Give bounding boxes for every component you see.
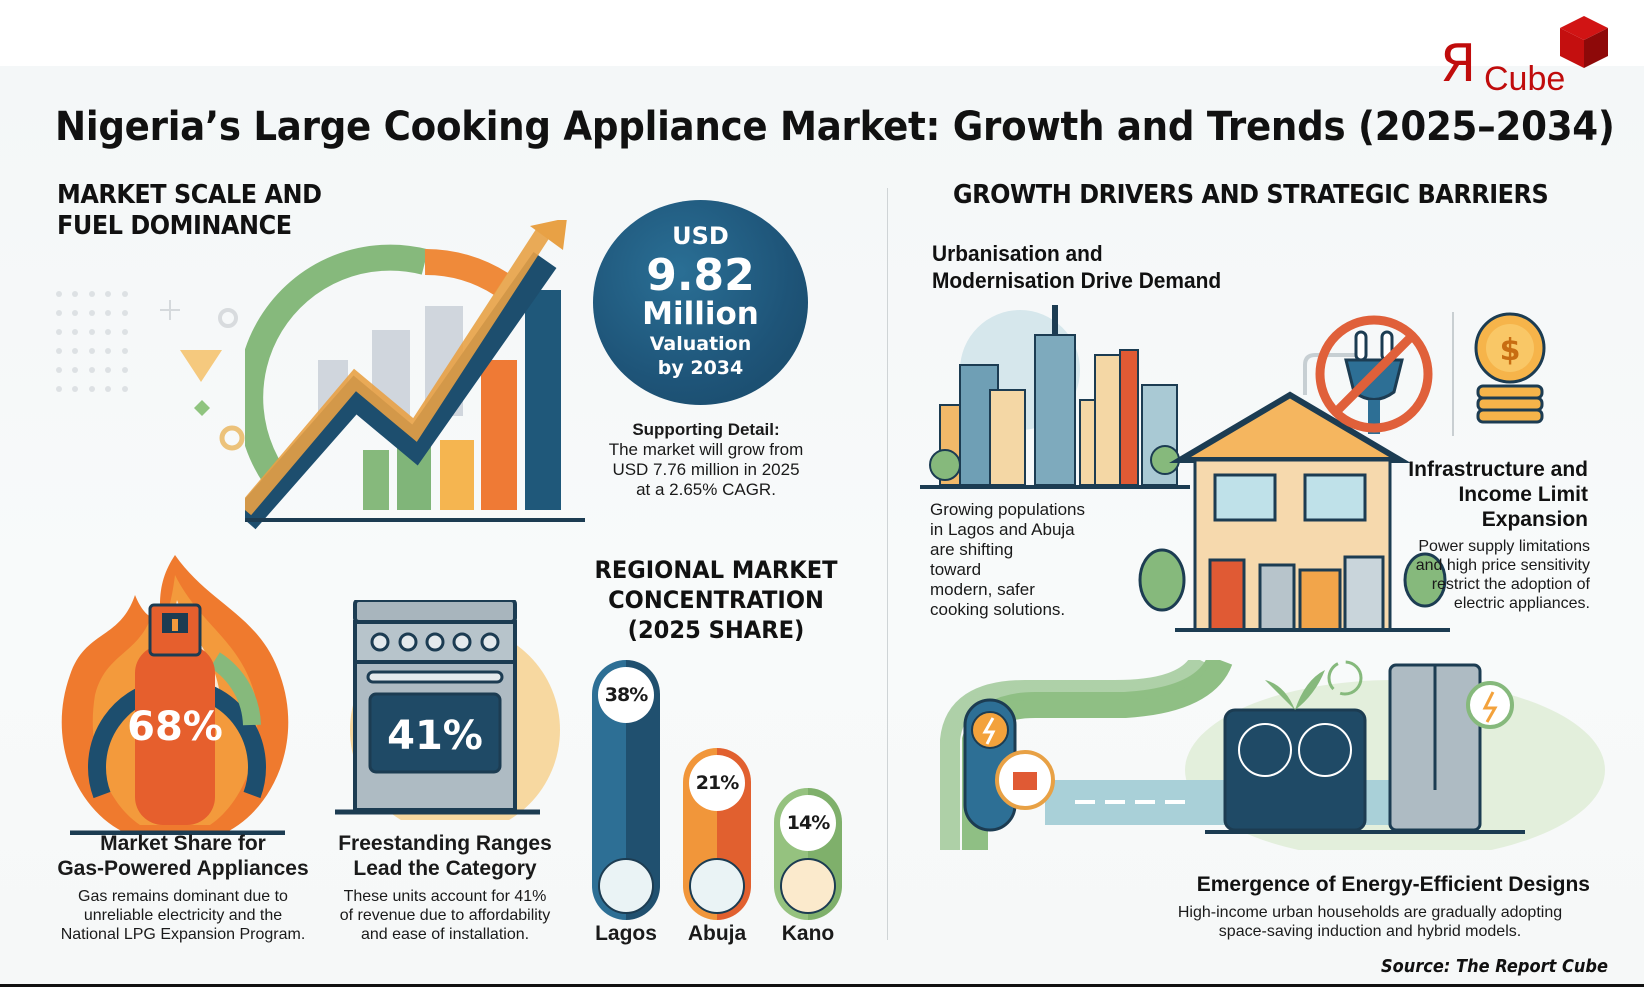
region-label-kano: Kano bbox=[781, 922, 835, 945]
source-credit: Source: The Report Cube bbox=[1380, 956, 1608, 977]
supporting-detail: Supporting Detail: The market will grow … bbox=[586, 420, 826, 500]
report-cube-logo: Я Cube bbox=[1440, 14, 1620, 98]
supporting-line: at a 2.65% CAGR. bbox=[636, 480, 776, 499]
gas-share-title: Market Share for Gas-Powered Appliances bbox=[38, 831, 328, 881]
body-line: restrict the adoption of bbox=[1431, 576, 1590, 593]
title-line: Freestanding Ranges bbox=[338, 832, 552, 855]
freestanding-title: Freestanding Ranges Lead the Category bbox=[325, 831, 565, 881]
region-share-kano: 14% bbox=[780, 795, 836, 851]
region-label-lagos: Lagos bbox=[595, 922, 657, 945]
logo-mark: Я bbox=[1440, 34, 1477, 94]
body-line: of revenue due to affordability bbox=[339, 907, 551, 924]
body-line: space-saving induction and hybrid models… bbox=[1218, 923, 1522, 940]
gas-cylinder-flame-icon: 68% bbox=[61, 555, 289, 835]
energy-efficient-appliances-illustration bbox=[940, 660, 1605, 850]
body-line: toward bbox=[930, 560, 982, 579]
freestanding-range-icon: 41% bbox=[335, 600, 560, 820]
heading-line: CONCENTRATION bbox=[608, 586, 824, 614]
region-bar-kano: 14% bbox=[774, 788, 842, 920]
city-and-house-illustration bbox=[920, 305, 1450, 632]
city-skyline-icon bbox=[598, 858, 654, 914]
body-line: are shifting bbox=[930, 540, 1014, 559]
mosque-landmark-icon bbox=[780, 858, 836, 914]
region-bar-lagos: 38% bbox=[592, 660, 660, 920]
title-line: Expansion bbox=[1481, 508, 1588, 531]
heading-line: (2025 SHARE) bbox=[627, 616, 805, 644]
caption-line: Valuation bbox=[649, 333, 752, 355]
valuation-bubble: USD 9.82 Million Valuation by 2034 bbox=[593, 200, 808, 405]
logo-text: Cube bbox=[1484, 60, 1566, 98]
title-line: Market Share for bbox=[100, 832, 266, 855]
market-scale-heading: MARKET SCALE AND FUEL DOMINANCE bbox=[57, 180, 322, 242]
gas-share-description: Gas remains dominant due to unreliable e… bbox=[38, 887, 328, 944]
decorative-shapes-icon bbox=[160, 300, 245, 451]
energy-efficient-description: High-income urban households are gradual… bbox=[1150, 903, 1590, 941]
barrier-divider bbox=[1452, 312, 1454, 436]
coin-stack-icon: $ bbox=[1474, 312, 1546, 424]
title-line: Infrastructure and bbox=[1408, 458, 1588, 481]
region-label-abuja: Abuja bbox=[687, 922, 747, 945]
city-buildings-icon bbox=[689, 858, 745, 914]
growth-chart-icon bbox=[245, 220, 585, 530]
body-line: Gas remains dominant due to bbox=[78, 888, 288, 905]
page-title: Nigeria’s Large Cooking Appliance Market… bbox=[55, 104, 1615, 150]
svg-text:41%: 41% bbox=[387, 713, 483, 759]
infrastructure-description: Power supply limitations and high price … bbox=[1330, 537, 1590, 613]
region-bar-abuja: 21% bbox=[683, 748, 751, 920]
heading-line: MARKET SCALE AND bbox=[57, 180, 322, 210]
body-line: modern, safer bbox=[930, 580, 1035, 599]
title-line: Gas-Powered Appliances bbox=[57, 857, 309, 880]
body-line: Growing populations bbox=[930, 500, 1085, 519]
title-line: Modernisation Drive Demand bbox=[932, 268, 1222, 293]
heading-line: REGIONAL MARKET bbox=[594, 556, 838, 584]
growth-drivers-heading: GROWTH DRIVERS AND STRATEGIC BARRIERS bbox=[953, 180, 1549, 210]
body-line: cooking solutions. bbox=[930, 600, 1066, 619]
body-line: electric appliances. bbox=[1453, 595, 1590, 612]
bottom-border bbox=[0, 984, 1644, 987]
title-line: Lead the Category bbox=[353, 857, 537, 880]
section-divider bbox=[887, 188, 888, 940]
body-line: These units account for 41% bbox=[343, 888, 547, 905]
body-line: and high price sensitivity bbox=[1415, 557, 1590, 574]
body-line: and ease of installation. bbox=[360, 926, 530, 943]
body-line: High-income urban households are gradual… bbox=[1177, 904, 1563, 921]
valuation-caption: Valuation by 2034 bbox=[593, 332, 808, 380]
title-line: Income Limit bbox=[1458, 483, 1588, 506]
valuation-unit: Million bbox=[642, 296, 759, 332]
infrastructure-title: Infrastructure and Income Limit Expansio… bbox=[1330, 457, 1588, 532]
urbanisation-title: Urbanisation and Modernisation Drive Dem… bbox=[932, 240, 1221, 294]
supporting-label: Supporting Detail: bbox=[632, 420, 780, 439]
body-line: unreliable electricity and the bbox=[83, 907, 283, 924]
no-plug-icon bbox=[1315, 315, 1433, 434]
region-share-abuja: 21% bbox=[689, 755, 745, 811]
heading-line: FUEL DOMINANCE bbox=[57, 211, 292, 242]
svg-text:$: $ bbox=[1500, 333, 1521, 368]
dot-grid-icon bbox=[56, 291, 128, 392]
supporting-line: USD 7.76 million in 2025 bbox=[612, 460, 800, 479]
region-share-lagos: 38% bbox=[598, 667, 654, 723]
svg-text:68%: 68% bbox=[127, 704, 223, 750]
body-line: National LPG Expansion Program. bbox=[60, 926, 306, 943]
body-line: in Lagos and Abuja bbox=[930, 520, 1075, 539]
valuation-currency: USD bbox=[672, 222, 729, 250]
cube-icon bbox=[1560, 16, 1608, 68]
energy-efficient-title: Emergence of Energy-Efficient Designs bbox=[1196, 873, 1590, 896]
supporting-line: The market will grow from bbox=[608, 440, 804, 459]
urbanisation-description: Growing populations in Lagos and Abuja a… bbox=[930, 500, 1120, 620]
valuation-value: 9.82 bbox=[646, 250, 755, 301]
caption-line: by 2034 bbox=[657, 357, 744, 379]
body-line: Power supply limitations bbox=[1418, 538, 1590, 555]
regional-concentration-heading: REGIONAL MARKET CONCENTRATION (2025 SHAR… bbox=[584, 555, 847, 645]
freestanding-description: These units account for 41% of revenue d… bbox=[325, 887, 565, 944]
title-line: Urbanisation and bbox=[932, 241, 1103, 266]
